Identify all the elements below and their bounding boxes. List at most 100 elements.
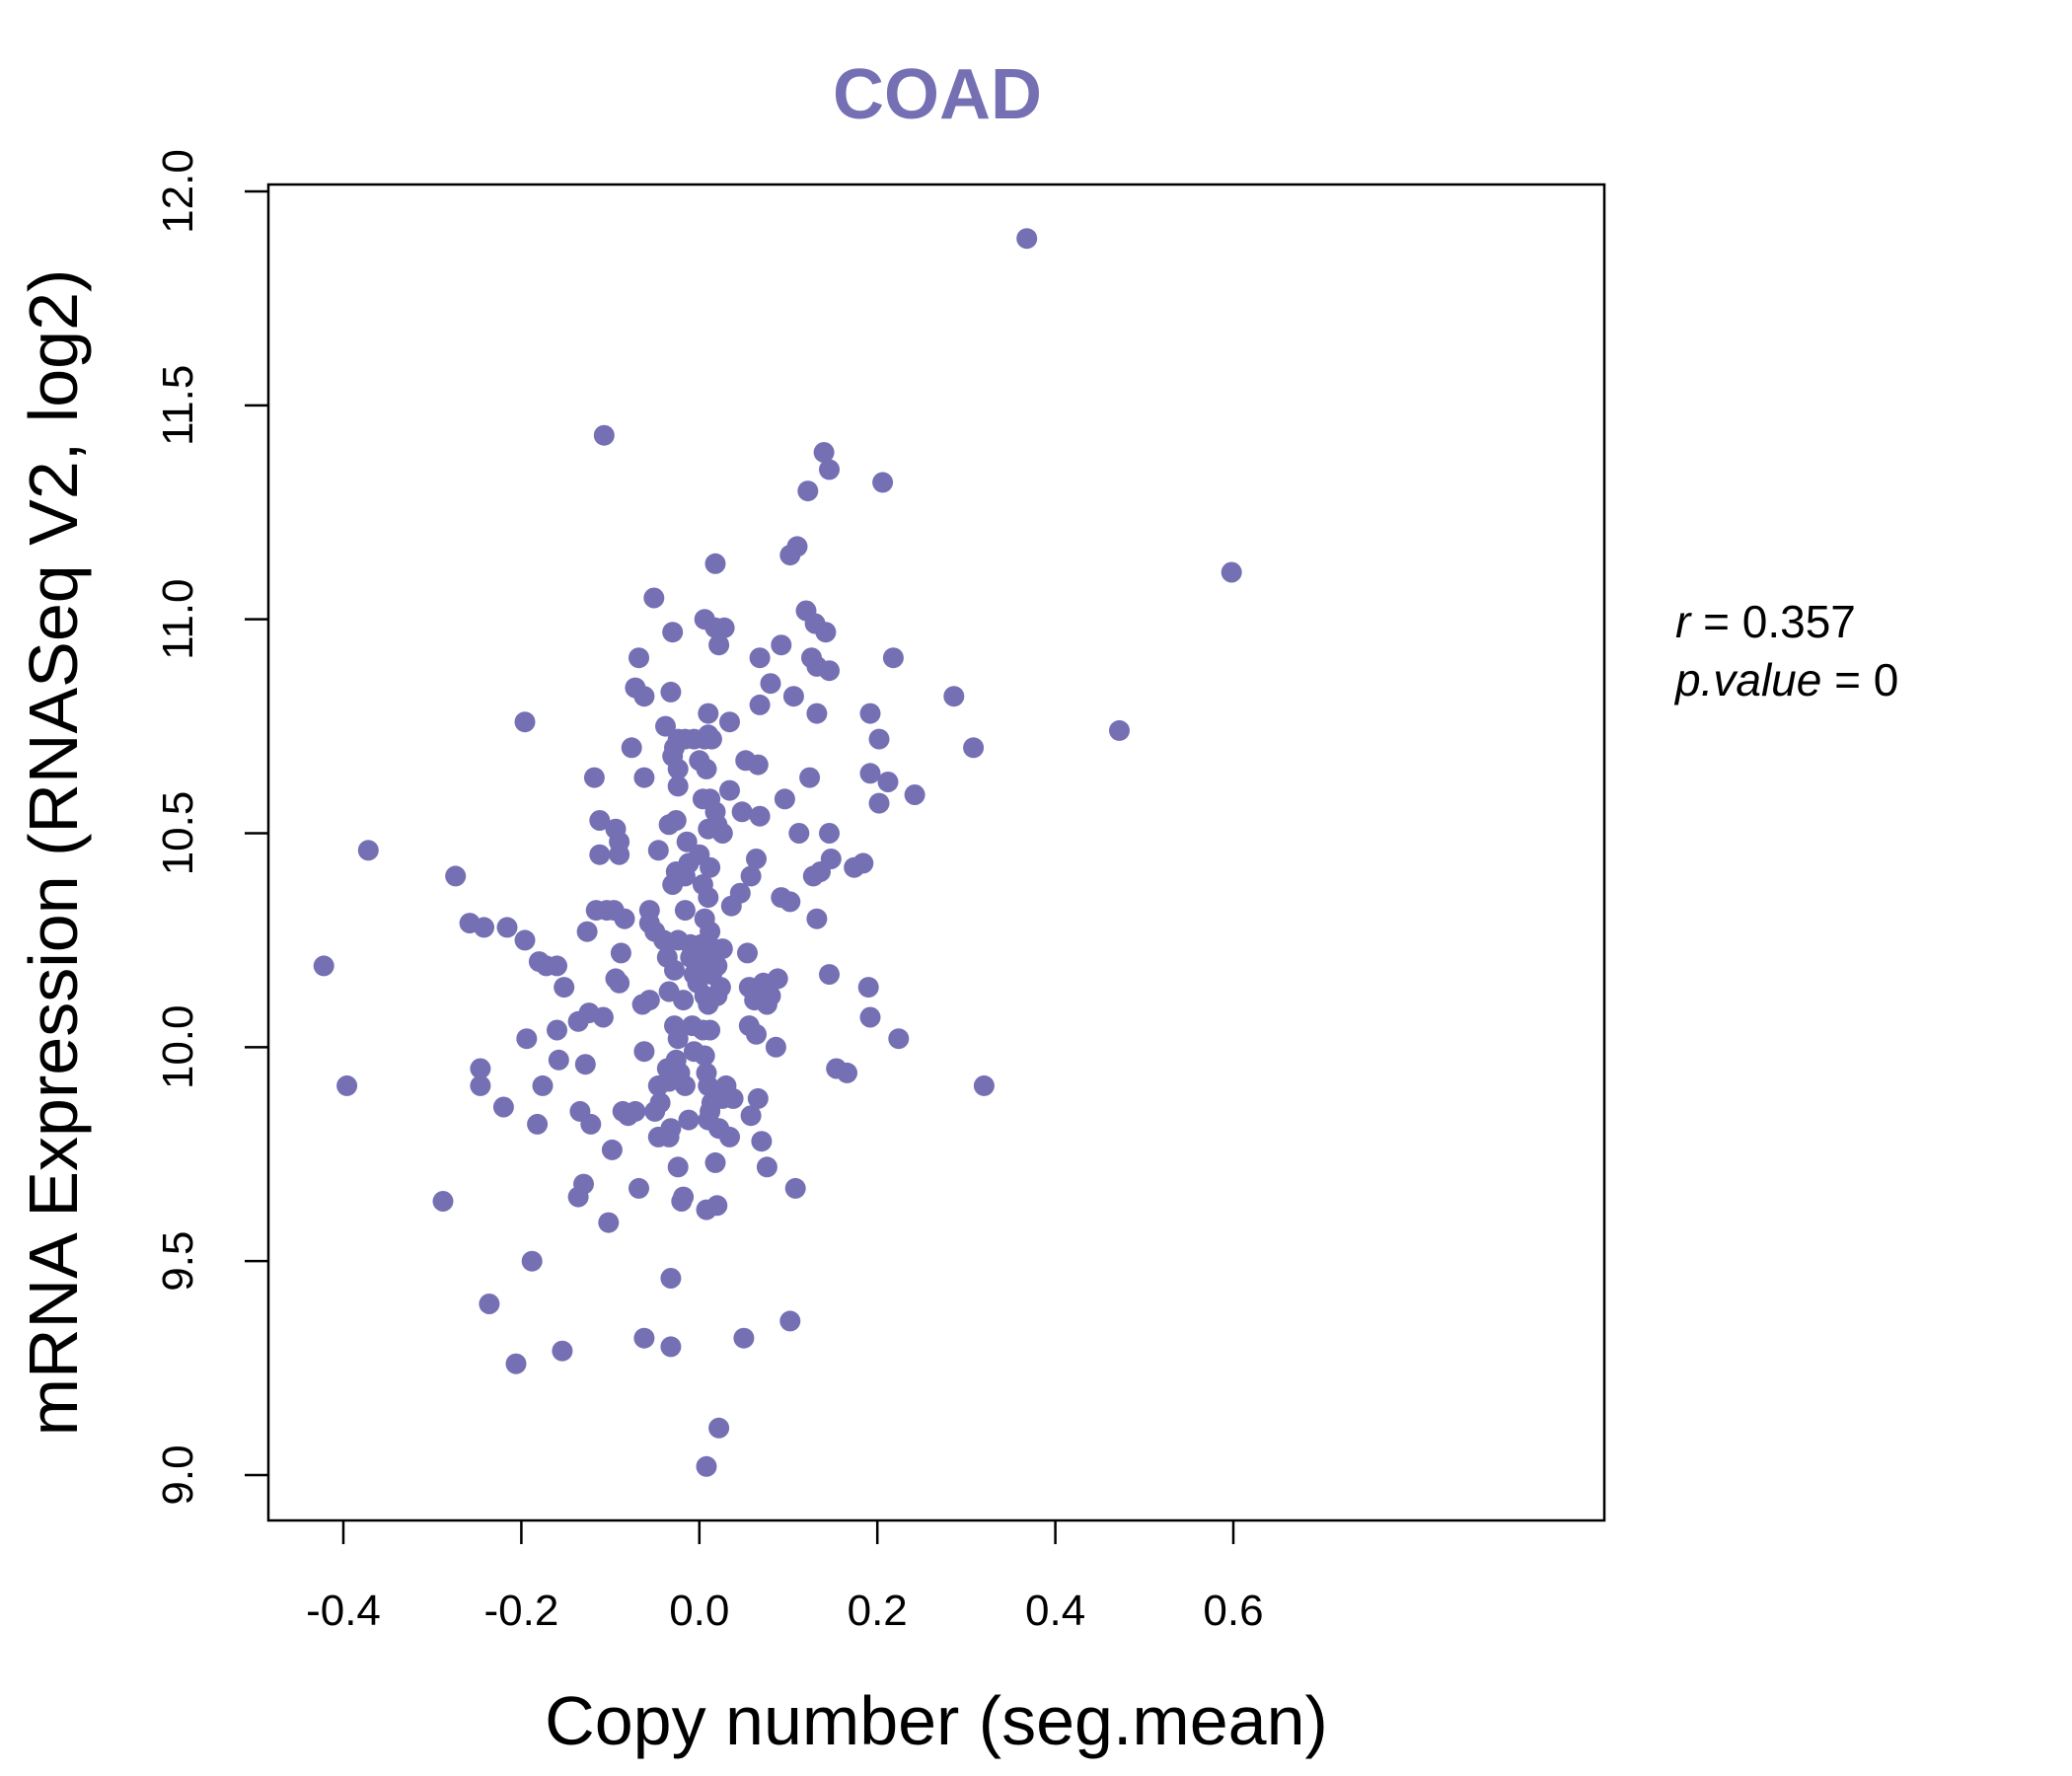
data-point (527, 1113, 549, 1135)
data-point (700, 856, 721, 878)
data-point (432, 1191, 454, 1212)
chart-title: COAD (833, 55, 1042, 134)
data-point (658, 814, 680, 836)
data-point (904, 784, 925, 805)
y-axis: 9.0 9.5 10.0 10.5 11.0 11.5 12.0 (154, 149, 268, 1506)
data-point (589, 810, 611, 831)
data-point (336, 1074, 358, 1096)
x-tick-label: -0.4 (306, 1587, 381, 1635)
data-points (313, 228, 1242, 1477)
data-point (819, 964, 840, 986)
data-point (662, 622, 684, 643)
data-point (868, 728, 890, 750)
data-point (719, 711, 740, 733)
data-point (700, 1019, 721, 1041)
data-point (779, 891, 801, 913)
y-tick-label: 9.5 (154, 1231, 202, 1292)
plot-frame (266, 183, 1606, 1522)
data-point (658, 1126, 680, 1147)
data-point (667, 1156, 689, 1178)
data-point (806, 703, 828, 724)
data-point (694, 1045, 715, 1067)
data-point (779, 1310, 801, 1332)
data-point (514, 929, 536, 951)
x-tick-label: 0.4 (1025, 1587, 1085, 1635)
data-point (704, 1151, 726, 1173)
data-point (747, 754, 769, 776)
data-point (711, 823, 733, 844)
data-point (779, 545, 801, 566)
data-point (532, 1074, 554, 1096)
data-point (567, 1186, 589, 1208)
data-point (740, 865, 762, 887)
p-value-annotation: p.value = 0 (1673, 654, 1898, 705)
data-point (844, 856, 865, 878)
data-point (698, 887, 719, 909)
data-point (749, 694, 771, 715)
x-tick-label: 0.2 (848, 1587, 908, 1635)
data-point (756, 994, 777, 1015)
x-tick-label: 0.0 (669, 1587, 729, 1635)
data-point (664, 959, 685, 981)
data-point (813, 442, 835, 463)
y-tick-label: 10.5 (154, 791, 202, 876)
data-point (737, 942, 758, 964)
data-point (598, 1212, 620, 1233)
data-point (774, 788, 795, 810)
data-point (505, 1353, 527, 1374)
data-point (445, 865, 467, 887)
data-point (313, 955, 334, 977)
data-point (740, 1105, 762, 1127)
data-point (819, 459, 840, 481)
data-point (633, 1041, 655, 1063)
data-point (474, 917, 494, 938)
data-point (1109, 719, 1130, 741)
data-point (799, 767, 821, 788)
data-point (660, 1336, 682, 1358)
data-point (696, 758, 717, 779)
data-point (647, 840, 669, 861)
data-point (601, 1139, 623, 1160)
data-point (857, 977, 879, 999)
data-point (667, 758, 689, 779)
data-point (711, 938, 733, 960)
data-point (719, 779, 740, 801)
data-point (771, 634, 792, 656)
x-tick-label: 0.6 (1203, 1587, 1263, 1635)
y-tick-label: 12.0 (154, 149, 202, 234)
data-point (662, 874, 684, 895)
data-point (872, 472, 894, 493)
data-point (751, 1131, 773, 1152)
data-point (746, 1023, 767, 1045)
data-point (711, 1087, 733, 1109)
data-point (629, 1177, 649, 1199)
data-point (701, 728, 722, 750)
data-point (746, 849, 767, 869)
data-point (868, 792, 890, 814)
data-point (973, 1074, 995, 1096)
data-point (521, 1250, 543, 1272)
data-point (643, 587, 665, 609)
data-point (470, 1058, 491, 1079)
data-point (765, 1036, 786, 1058)
data-point (713, 617, 735, 638)
data-point (667, 776, 689, 797)
data-point (782, 686, 804, 707)
data-point (574, 1054, 596, 1075)
data-point (1016, 228, 1038, 250)
data-point (567, 1010, 589, 1032)
data-point (749, 805, 771, 827)
data-point (806, 908, 828, 929)
data-point (614, 908, 635, 929)
data-point (747, 1087, 769, 1109)
data-point (696, 1199, 717, 1221)
data-point (638, 990, 660, 1011)
data-point (653, 929, 675, 951)
data-point (704, 553, 726, 574)
data-point (547, 1019, 567, 1041)
data-point (678, 1109, 700, 1131)
data-point (676, 831, 698, 852)
data-point (660, 1268, 682, 1289)
x-tick-label: -0.2 (483, 1587, 558, 1635)
